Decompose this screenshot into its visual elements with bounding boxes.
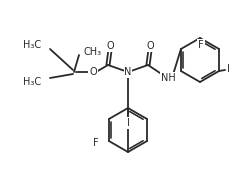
Text: O: O bbox=[146, 41, 154, 51]
Text: H₃C: H₃C bbox=[23, 77, 41, 87]
Text: F: F bbox=[93, 138, 99, 148]
Text: O: O bbox=[89, 67, 97, 77]
Text: F: F bbox=[198, 40, 204, 50]
Text: H₃C: H₃C bbox=[23, 40, 41, 50]
Text: CH₃: CH₃ bbox=[84, 47, 102, 57]
Text: I: I bbox=[227, 64, 230, 74]
Text: O: O bbox=[106, 41, 114, 51]
Text: NH: NH bbox=[161, 73, 175, 83]
Text: I: I bbox=[127, 118, 130, 128]
Text: N: N bbox=[124, 67, 132, 77]
